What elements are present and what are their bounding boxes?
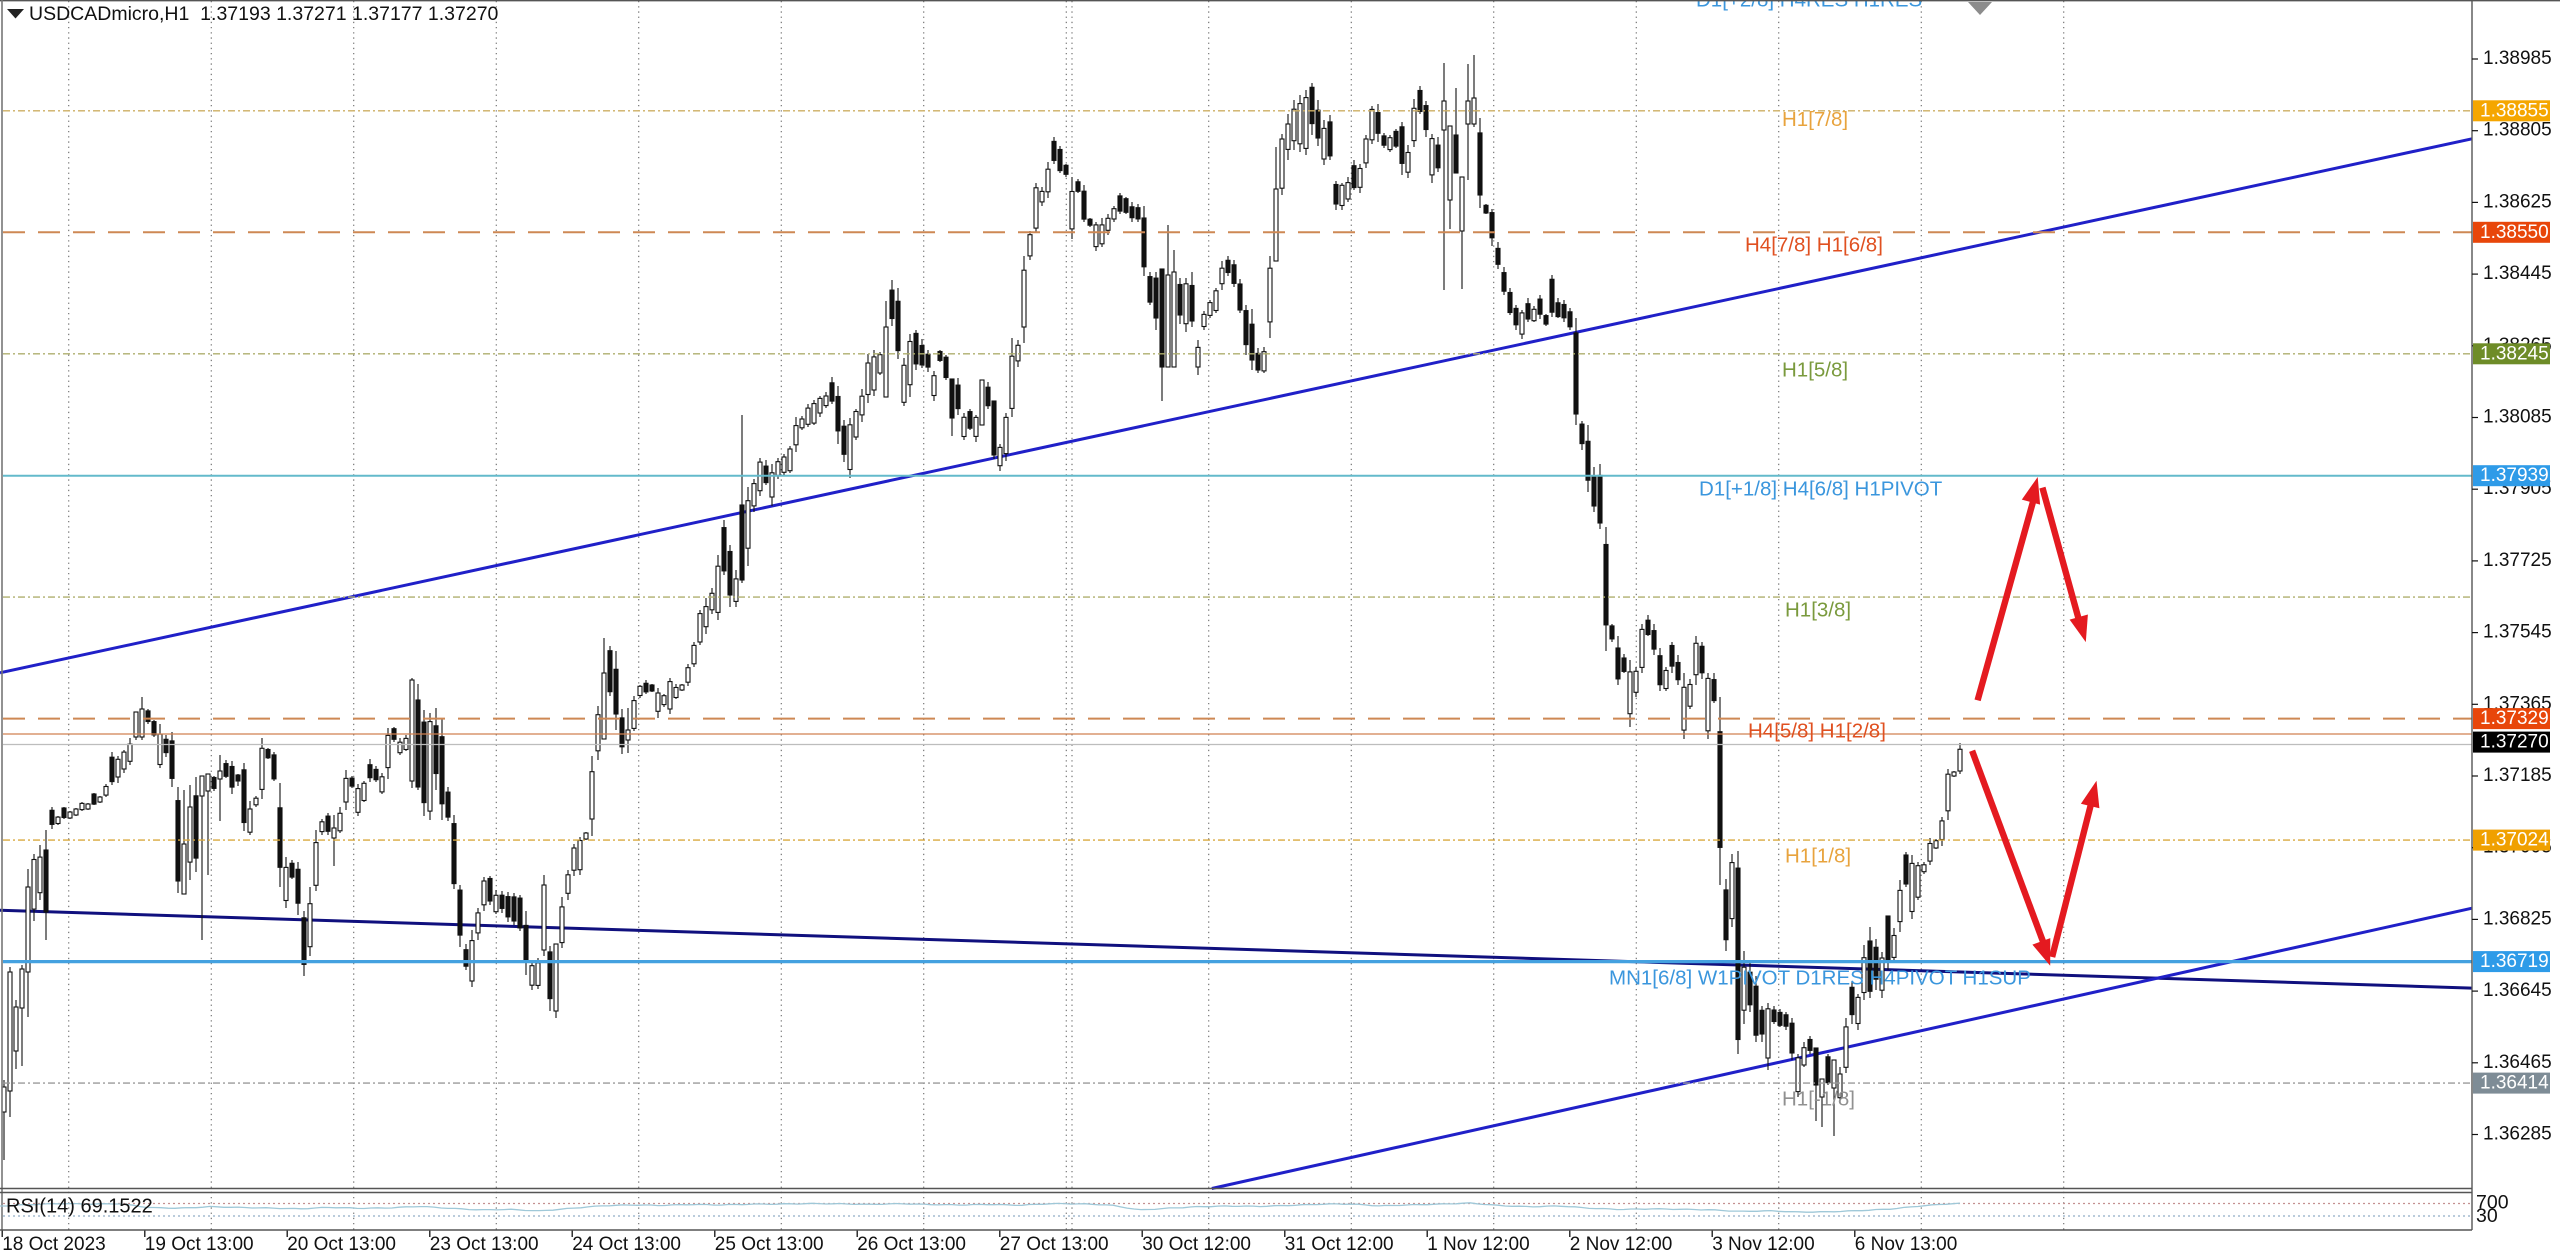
svg-text:1.36285: 1.36285 [2483,1124,2552,1145]
svg-text:H1[7/8]: H1[7/8] [1782,108,1848,131]
svg-text:1.36719: 1.36719 [2480,951,2549,972]
svg-text:MN1[6/8] W1PIVOT D1RES H4PIVOT: MN1[6/8] W1PIVOT D1RES H4PIVOT H1SUP [1609,966,2031,989]
svg-text:1.37545: 1.37545 [2483,622,2552,643]
svg-text:1.38855: 1.38855 [2480,100,2549,121]
svg-text:1.36645: 1.36645 [2483,980,2552,1001]
svg-text:H1[5/8]: H1[5/8] [1782,358,1848,381]
svg-text:1.38445: 1.38445 [2483,263,2552,284]
svg-text:1.38085: 1.38085 [2483,407,2552,428]
svg-text:H1[3/8]: H1[3/8] [1785,598,1851,621]
svg-text:1.37270: 1.37270 [2480,732,2549,753]
svg-text:23 Oct 13:00: 23 Oct 13:00 [430,1234,539,1254]
svg-text:H1[1/8]: H1[1/8] [1785,844,1851,867]
svg-text:1.36414: 1.36414 [2480,1073,2549,1094]
svg-text:3 Nov 12:00: 3 Nov 12:00 [1712,1234,1814,1254]
svg-text:1.38625: 1.38625 [2483,191,2552,212]
svg-text:1.37939: 1.37939 [2480,465,2549,486]
svg-text:1.38550: 1.38550 [2480,222,2549,243]
svg-text:26 Oct 13:00: 26 Oct 13:00 [857,1234,966,1254]
svg-text:20 Oct 13:00: 20 Oct 13:00 [287,1234,396,1254]
svg-text:1.38245: 1.38245 [2480,343,2549,364]
svg-text:25 Oct 13:00: 25 Oct 13:00 [715,1234,824,1254]
svg-text:1.38985: 1.38985 [2483,48,2552,69]
svg-text:USDCADmicro,H1 1.37193 1.3727: USDCADmicro,H1 1.37193 1.37271 1.37177 1… [29,3,499,25]
svg-text:31 Oct 12:00: 31 Oct 12:00 [1285,1234,1394,1254]
svg-text:6 Nov 13:00: 6 Nov 13:00 [1855,1234,1957,1254]
svg-text:27 Oct 13:00: 27 Oct 13:00 [1000,1234,1109,1254]
svg-text:1.37329: 1.37329 [2480,708,2549,729]
svg-text:30 Oct 12:00: 30 Oct 12:00 [1142,1234,1251,1254]
svg-text:D1[+1/8] H4[6/8] H1PIVOT: D1[+1/8] H4[6/8] H1PIVOT [1699,477,1943,500]
svg-text:30: 30 [2476,1205,2498,1227]
svg-text:19 Oct 13:00: 19 Oct 13:00 [145,1234,254,1254]
svg-text:1.37185: 1.37185 [2483,765,2552,786]
svg-text:H4[7/8] H1[6/8]: H4[7/8] H1[6/8] [1745,233,1883,256]
svg-text:D1[+2/8] H4RES H1RES: D1[+2/8] H4RES H1RES [1696,0,1922,11]
svg-text:700: 700 [2476,1192,2509,1214]
svg-text:18 Oct 2023: 18 Oct 2023 [2,1234,106,1254]
svg-text:H4[5/8] H1[2/8]: H4[5/8] H1[2/8] [1748,719,1886,742]
svg-text:24 Oct 13:00: 24 Oct 13:00 [572,1234,681,1254]
svg-text:1.38805: 1.38805 [2483,120,2552,141]
svg-text:1 Nov 12:00: 1 Nov 12:00 [1427,1234,1529,1254]
svg-text:1.37024: 1.37024 [2480,830,2549,851]
svg-text:1.37725: 1.37725 [2483,550,2552,571]
svg-text:1.36465: 1.36465 [2483,1052,2552,1073]
svg-text:H1[-1/8]: H1[-1/8] [1782,1087,1855,1110]
svg-text:1.36825: 1.36825 [2483,908,2552,929]
svg-text:RSI(14) 69.1522: RSI(14) 69.1522 [6,1195,153,1217]
svg-text:2 Nov 12:00: 2 Nov 12:00 [1570,1234,1672,1254]
